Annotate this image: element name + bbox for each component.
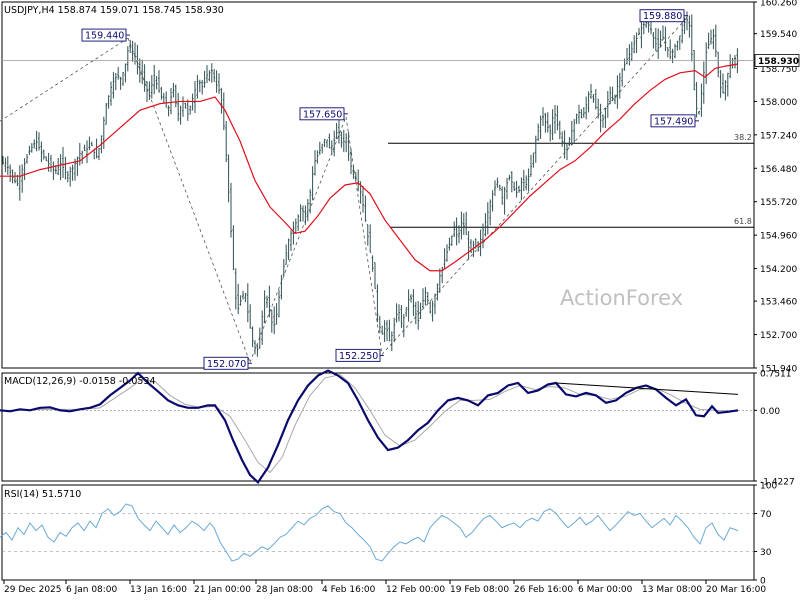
swing-label: 157.490 xyxy=(654,116,693,127)
macd-panel: 0.7511 0.00 -1.4227 xyxy=(0,369,795,488)
x-tick-label: 13 Jan 16:00 xyxy=(130,585,187,595)
macd-line xyxy=(0,369,739,485)
x-tick-label: 19 Feb 08:00 xyxy=(450,585,509,595)
macd-ytick-label: 0.00 xyxy=(760,407,780,417)
time-axis: 29 Dec 2025 6 Jan 08:00 13 Jan 16:00 21 Jan… xyxy=(3,580,766,595)
swing-line xyxy=(249,116,347,363)
price-ytick-label: 153.460 xyxy=(760,298,797,308)
rsi-title: RSI(14) 51.5710 xyxy=(4,489,81,500)
x-tick-label: 6 Mar 00:00 xyxy=(578,585,633,595)
price-ytick-label: 158.750 xyxy=(760,65,797,75)
rsi-ytick-label: 30 xyxy=(760,548,772,558)
rsi-panel-frame xyxy=(1,484,755,581)
x-tick-label: 4 Feb 16:00 xyxy=(322,585,376,595)
swing-label: 159.880 xyxy=(643,11,682,22)
current-price-box xyxy=(754,54,800,67)
x-tick-label: 13 Mar 08:00 xyxy=(642,585,702,595)
macd-ytick-label: -1.4227 xyxy=(760,478,795,488)
price-ytick-label: 154.200 xyxy=(760,265,797,275)
macd-trendline xyxy=(555,382,739,395)
macd-signal-line xyxy=(0,373,739,474)
fib-level-label: 61.8 xyxy=(734,217,752,226)
macd-title: MACD(12,26,9) -0.0158 -0.0534 xyxy=(4,376,156,387)
x-tick-label: 21 Jan 00:00 xyxy=(194,585,251,595)
macd-panel-frame xyxy=(1,372,755,482)
swing-label: 157.650 xyxy=(303,109,342,120)
price-panel: 160.260 159.540 158.750 158.000 157.240 156.4… xyxy=(0,0,800,375)
x-tick-label: 26 Feb 16:00 xyxy=(514,585,573,595)
price-ytick-label: 154.960 xyxy=(760,232,797,242)
price-ytick-label: 158.000 xyxy=(760,98,797,108)
swing-label: 152.070 xyxy=(207,359,246,370)
swing-line xyxy=(0,37,129,122)
swing-label: 159.440 xyxy=(85,31,124,42)
x-tick-label: 20 Mar 16:00 xyxy=(706,585,766,595)
price-ytick-label: 159.540 xyxy=(760,30,797,40)
rsi-line xyxy=(0,503,739,562)
price-ytick-label: 157.240 xyxy=(760,131,797,141)
x-tick-label: 28 Jan 08:00 xyxy=(256,585,313,595)
macd-ytick-label: 0.7511 xyxy=(760,370,792,380)
watermark: ActionForex xyxy=(560,286,683,310)
rsi-ytick-label: 0 xyxy=(760,577,766,587)
rsi-ytick-label: 70 xyxy=(760,510,772,520)
swing-line xyxy=(345,116,383,355)
price-ytick-label: 151.940 xyxy=(760,365,797,375)
price-ytick-label: 160.260 xyxy=(760,0,797,9)
x-tick-label: 12 Feb 00:00 xyxy=(386,585,445,595)
fib-level-label: 38.2 xyxy=(734,133,752,142)
price-ytick-label: 152.700 xyxy=(760,331,797,341)
current-price-label: 158.930 xyxy=(758,57,799,67)
x-tick-label: 29 Dec 2025 xyxy=(4,585,62,595)
x-tick-label: 6 Jan 08:00 xyxy=(66,585,118,595)
rsi-ytick-label: 100 xyxy=(760,482,777,492)
chart-title: USDJPY,H4 158.874 159.071 158.745 158.93… xyxy=(4,5,224,16)
swing-line xyxy=(127,37,251,363)
price-ytick-label: 156.480 xyxy=(760,165,797,175)
moving-average-line xyxy=(0,63,739,272)
rsi-panel: 100 70 30 0 xyxy=(0,482,777,587)
swing-label: 152.250 xyxy=(339,351,378,362)
price-ytick-label: 155.720 xyxy=(760,198,797,208)
price-panel-frame xyxy=(1,1,755,369)
